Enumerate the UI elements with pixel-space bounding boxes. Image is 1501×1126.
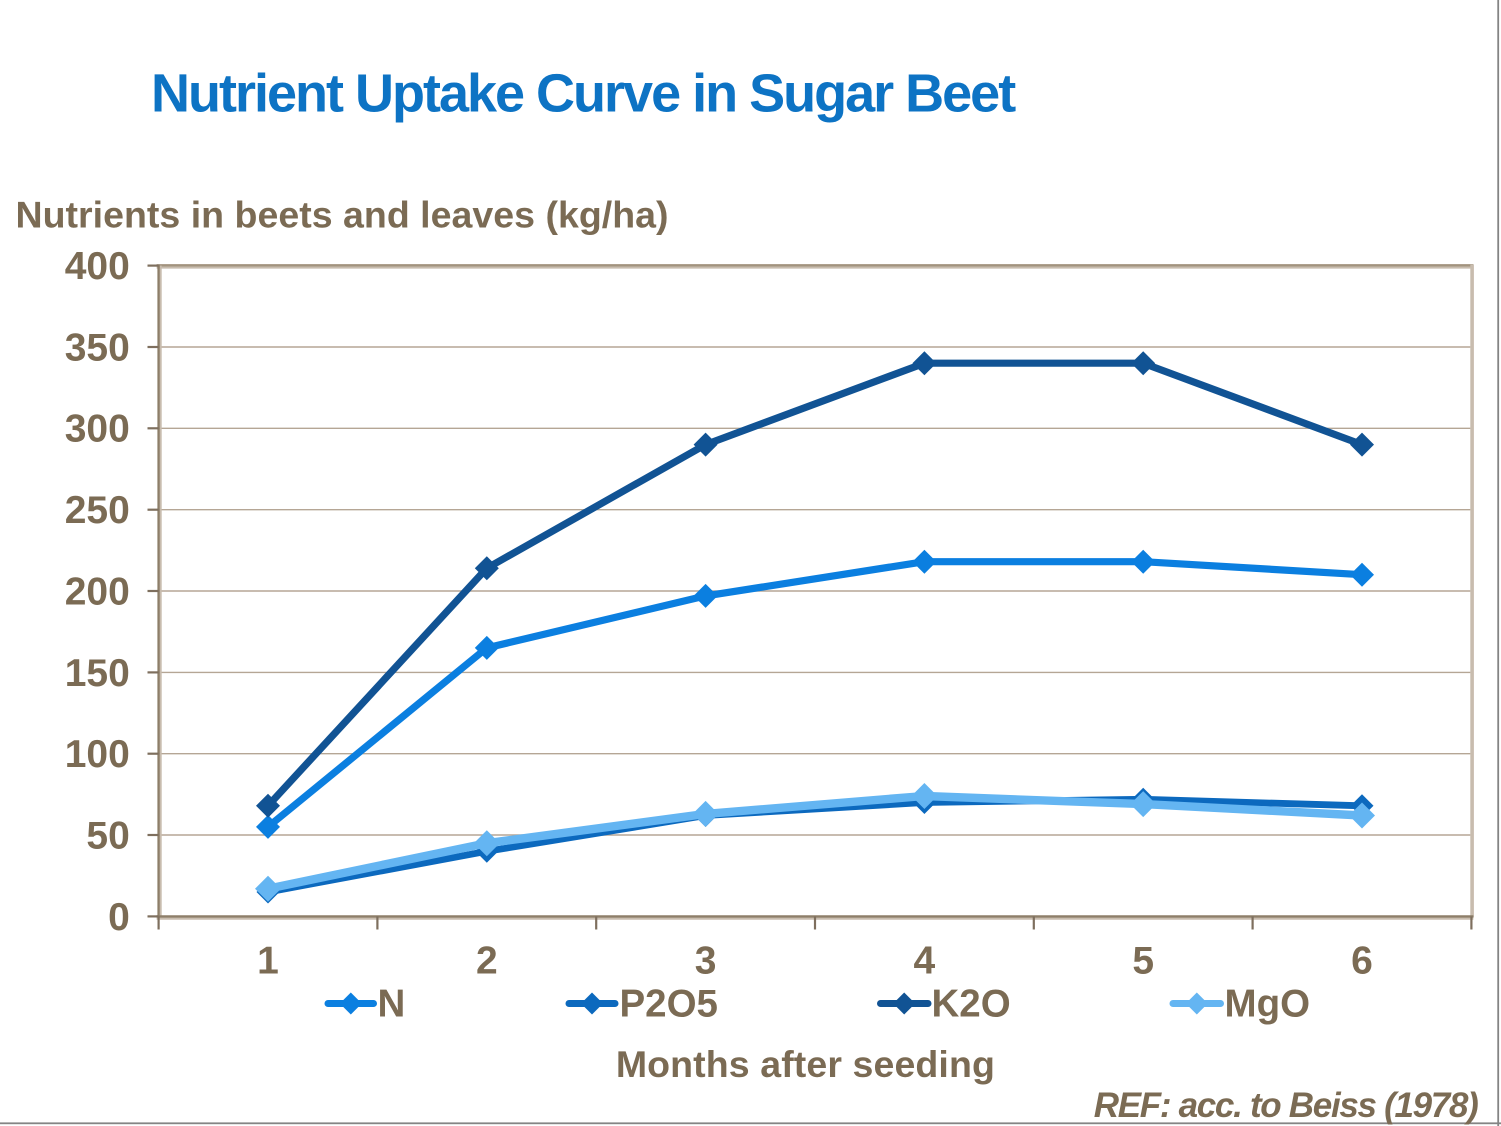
svg-text:400: 400 [65,245,130,288]
svg-text:350: 350 [65,326,130,369]
svg-text:K2O: K2O [932,982,1011,1025]
svg-text:2: 2 [476,940,498,983]
svg-text:1: 1 [257,940,279,983]
svg-text:Nutrient Uptake Curve in Sugar: Nutrient Uptake Curve in Sugar Beet [151,64,1016,124]
svg-text:200: 200 [65,570,130,613]
svg-text:100: 100 [65,733,130,776]
svg-text:Months after seeding: Months after seeding [616,1043,995,1085]
svg-text:50: 50 [86,814,129,857]
svg-text:P2O5: P2O5 [620,982,718,1025]
svg-text:N: N [378,982,406,1025]
svg-text:250: 250 [65,489,130,532]
svg-text:4: 4 [914,940,936,983]
svg-text:REF: acc. to Beiss (1978): REF: acc. to Beiss (1978) [1094,1086,1478,1125]
svg-text:MgO: MgO [1225,982,1311,1025]
svg-text:6: 6 [1351,940,1373,983]
svg-text:0: 0 [108,896,130,939]
svg-text:5: 5 [1132,940,1154,983]
svg-text:300: 300 [65,408,130,451]
svg-text:150: 150 [65,652,130,695]
svg-text:3: 3 [695,940,717,983]
svg-text:Nutrients in beets and leaves: Nutrients in beets and leaves (kg/ha) [16,193,669,235]
